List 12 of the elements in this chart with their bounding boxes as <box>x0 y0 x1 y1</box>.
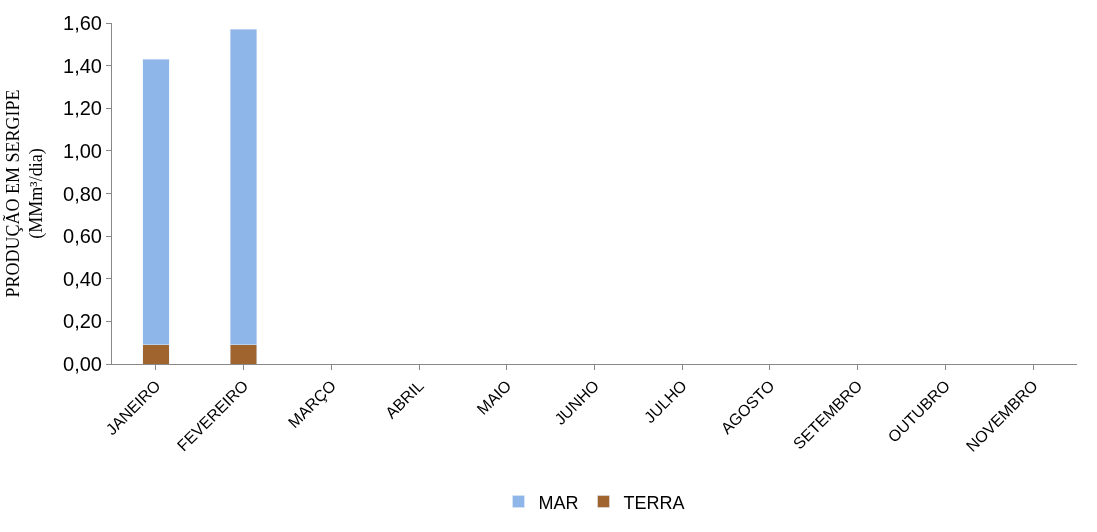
legend-label: MAR <box>538 492 579 513</box>
y-axis-title: PRODUÇÃO EM SERGIPE (MMm³/dia) <box>1 89 48 298</box>
legend-label: TERRA <box>623 492 685 513</box>
y-tick-label: 0,80 <box>63 182 102 205</box>
y-tick-label: 0,60 <box>63 225 102 248</box>
y-tick-label: 1,40 <box>63 54 102 77</box>
y-tick-label: 0,20 <box>63 310 102 333</box>
y-tick-label: 0,00 <box>63 353 102 375</box>
y-tick-label: 1,00 <box>63 139 102 162</box>
y-tick-label: 1,60 <box>63 12 102 34</box>
y-tick-label: 1,20 <box>63 97 102 120</box>
y-tick-label: 0,40 <box>63 267 102 290</box>
